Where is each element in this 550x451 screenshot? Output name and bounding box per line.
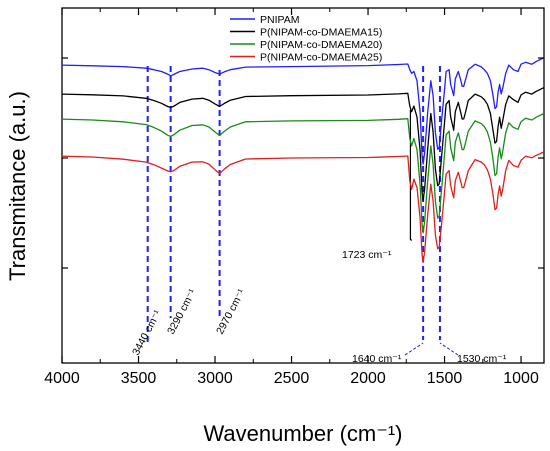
legend-label-1: PNIPAM xyxy=(260,14,299,26)
legend-label-4: P(NIPAM-co-DMAEMA25) xyxy=(260,52,382,64)
annotation-leader-6 xyxy=(439,342,459,356)
series-line-2 xyxy=(61,87,545,202)
legend-label-3: P(NIPAM-co-DMAEMA20) xyxy=(260,39,382,51)
legend-label-2: P(NIPAM-co-DMAEMA15) xyxy=(260,27,382,39)
annotation-label-6: 1530 cm⁻¹ xyxy=(457,353,507,365)
series-line-4 xyxy=(61,151,545,264)
x-axis-title: Wavenumber (cm⁻¹) xyxy=(203,421,402,446)
y-axis-title: Transmitance (a.u.) xyxy=(5,91,30,281)
annotation-leader-5 xyxy=(404,342,424,356)
x-tick-label-1: 4000 xyxy=(44,370,80,387)
x-tick-label-7: 1000 xyxy=(503,370,539,387)
x-tick-label-3: 3000 xyxy=(197,370,233,387)
x-axis-ticks: 4000 3500 3000 2500 2000 1500 1000 xyxy=(44,8,544,387)
x-tick-label-5: 2000 xyxy=(350,370,386,387)
legend: PNIPAMP(NIPAM-co-DMAEMA15)P(NIPAM-co-DMA… xyxy=(230,14,382,64)
annotation-label-1: 3440 cm⁻¹ xyxy=(130,308,164,358)
x-tick-label-4: 2500 xyxy=(274,370,310,387)
annotation-label-4: 1723 cm⁻¹ xyxy=(342,249,392,261)
annotation-label-5: 1640 cm⁻¹ xyxy=(352,353,402,365)
plot-frame xyxy=(61,7,545,364)
series-line-1 xyxy=(61,57,545,165)
x-tick-label-6: 1500 xyxy=(427,370,463,387)
x-tick-label-2: 3500 xyxy=(121,370,157,387)
series-layer xyxy=(61,57,545,264)
series-line-3 xyxy=(61,112,545,234)
